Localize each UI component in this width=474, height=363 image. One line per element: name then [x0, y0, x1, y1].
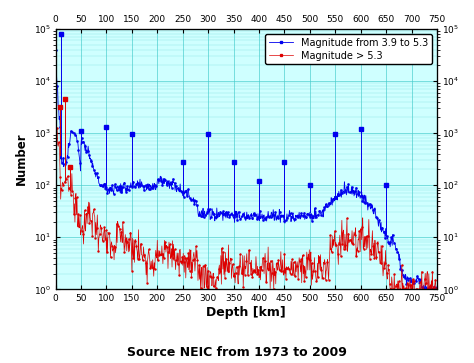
Magnitude > 5.3 [222, 276, 228, 280]
Line: Magnitude from 3.9 to 5.3: Magnitude from 3.9 to 5.3 [55, 49, 438, 290]
Magnitude > 5.3 [53, 136, 58, 140]
X-axis label: Depth [km]: Depth [km] [206, 306, 286, 319]
Magnitude from 3.9 to 5.3 [53, 48, 58, 52]
Y-axis label: Number: Number [15, 133, 28, 185]
Magnitude from 3.9 to 5.3 [324, 205, 329, 209]
Magnitude > 5.3 [279, 269, 284, 273]
Magnitude from 3.9 to 5.3 [338, 195, 344, 199]
Magnitude from 3.9 to 5.3 [277, 220, 283, 225]
Magnitude > 5.3 [433, 278, 438, 282]
Text: Source NEIC from 1973 to 2009: Source NEIC from 1973 to 2009 [127, 346, 347, 359]
Magnitude from 3.9 to 5.3 [434, 285, 440, 290]
Magnitude from 3.9 to 5.3 [221, 213, 227, 218]
Line: Magnitude > 5.3: Magnitude > 5.3 [55, 128, 438, 290]
Magnitude > 5.3 [55, 126, 60, 131]
Magnitude > 5.3 [112, 245, 118, 249]
Legend: Magnitude from 3.9 to 5.3, Magnitude > 5.3: Magnitude from 3.9 to 5.3, Magnitude > 5… [265, 34, 432, 64]
Magnitude > 5.3 [325, 257, 330, 262]
Magnitude > 5.3 [434, 286, 440, 290]
Magnitude from 3.9 to 5.3 [419, 287, 425, 291]
Magnitude > 5.3 [339, 242, 345, 246]
Magnitude from 3.9 to 5.3 [112, 184, 118, 188]
Magnitude from 3.9 to 5.3 [432, 286, 438, 291]
Magnitude > 5.3 [205, 287, 210, 291]
